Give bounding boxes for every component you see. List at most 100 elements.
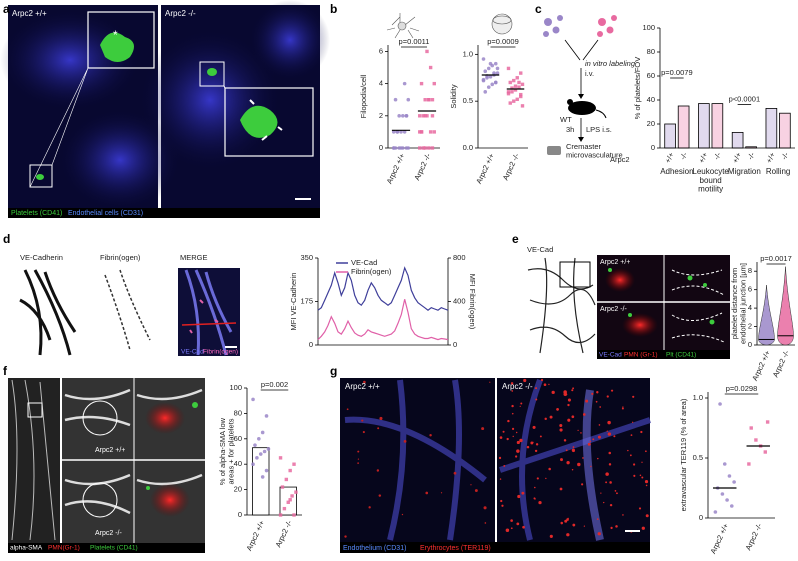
caption: Platelets (CD41)	[90, 545, 138, 552]
data-point	[725, 498, 729, 502]
speckle	[609, 503, 613, 507]
data-point	[423, 114, 427, 118]
speckle	[549, 415, 553, 419]
speckle	[376, 469, 380, 472]
data-point	[765, 420, 770, 424]
speckle	[549, 534, 553, 538]
y-tick-label: 2	[748, 322, 752, 331]
y-tick-label: 6	[748, 285, 752, 294]
image-label: Arpc2 +/+	[600, 259, 630, 266]
data-point	[290, 494, 294, 498]
speckle	[583, 525, 586, 527]
speckle	[640, 430, 643, 434]
speckle	[516, 440, 520, 445]
data-point	[713, 510, 718, 514]
data-point	[393, 97, 398, 102]
data-point	[284, 477, 289, 482]
data-point	[512, 99, 516, 103]
speckle	[517, 494, 521, 499]
data-point	[428, 130, 433, 134]
speckle	[440, 492, 443, 494]
x-tick-label: Arpc2 -/-	[501, 151, 522, 181]
p-value: p=0.0079	[661, 68, 693, 77]
data-point	[258, 452, 263, 456]
x-tick-label: Arpc2 -/-	[274, 518, 295, 548]
data-point	[418, 146, 422, 150]
image-label: Arpc2 +/+	[345, 382, 380, 391]
data-point	[294, 490, 298, 494]
data-point	[423, 98, 427, 102]
speckle	[597, 457, 599, 460]
data-point	[506, 91, 511, 96]
speckle	[377, 427, 380, 430]
speckle	[357, 462, 359, 464]
speckle	[539, 435, 542, 438]
x-tick-label: Arpc2 -/-	[744, 521, 765, 551]
data-point	[513, 88, 518, 92]
data-point	[262, 449, 267, 454]
speckle	[572, 446, 575, 448]
y-tick-label: 0.5	[463, 96, 473, 105]
data-point	[749, 426, 753, 430]
speckle	[484, 522, 487, 524]
bar	[677, 105, 690, 149]
speckle	[532, 425, 536, 429]
speckle	[567, 403, 570, 407]
data-point	[427, 98, 431, 102]
speckle	[644, 480, 649, 484]
speckle	[596, 391, 599, 394]
data-point	[251, 397, 255, 402]
speckle	[607, 432, 612, 436]
speckle	[505, 528, 510, 533]
speckle	[516, 522, 520, 526]
speckle	[639, 474, 642, 477]
x-tick-label: +/+	[663, 150, 676, 164]
data-point	[515, 76, 519, 80]
speckle	[577, 462, 581, 467]
panel-label: g	[330, 364, 337, 378]
y-tick-label: 2	[379, 111, 383, 120]
data-point	[517, 80, 521, 85]
data-point	[722, 462, 727, 466]
speckle	[622, 406, 624, 408]
speckle	[641, 461, 643, 463]
speckle	[361, 419, 364, 422]
speckle	[483, 506, 487, 510]
speckle	[516, 449, 520, 453]
data-point	[483, 69, 488, 74]
data-point	[508, 80, 512, 85]
bar	[698, 103, 710, 149]
panel-label: e	[512, 232, 519, 246]
y-tick-label: 400	[453, 296, 466, 305]
y-tick-label: 20	[234, 485, 242, 494]
data-point	[747, 462, 751, 466]
micrograph	[15, 268, 90, 356]
data-point	[430, 114, 435, 118]
speckle	[603, 501, 605, 504]
y-tick-label: 1.0	[693, 393, 703, 402]
speckle	[571, 468, 574, 471]
speckle	[622, 514, 624, 516]
data-point	[260, 475, 265, 479]
speckle	[566, 460, 570, 465]
data-point	[430, 98, 435, 102]
speckle	[544, 417, 547, 421]
data-point	[488, 75, 493, 79]
bar	[252, 447, 270, 516]
data-point	[391, 146, 396, 150]
speckle	[559, 428, 563, 432]
speckle	[470, 484, 472, 486]
speckle	[474, 489, 478, 493]
group-label: Adhesion	[660, 167, 693, 176]
speckle	[511, 404, 514, 408]
speckle	[563, 439, 567, 442]
speckle	[615, 525, 618, 528]
speckle	[641, 476, 644, 479]
speckle	[507, 419, 510, 423]
speckle	[605, 472, 609, 476]
data-point	[483, 90, 488, 94]
y-tick-label: 350	[300, 253, 313, 262]
caption: Platelets (CD41)	[11, 210, 62, 217]
speckle	[501, 504, 504, 507]
micrograph	[340, 378, 495, 542]
